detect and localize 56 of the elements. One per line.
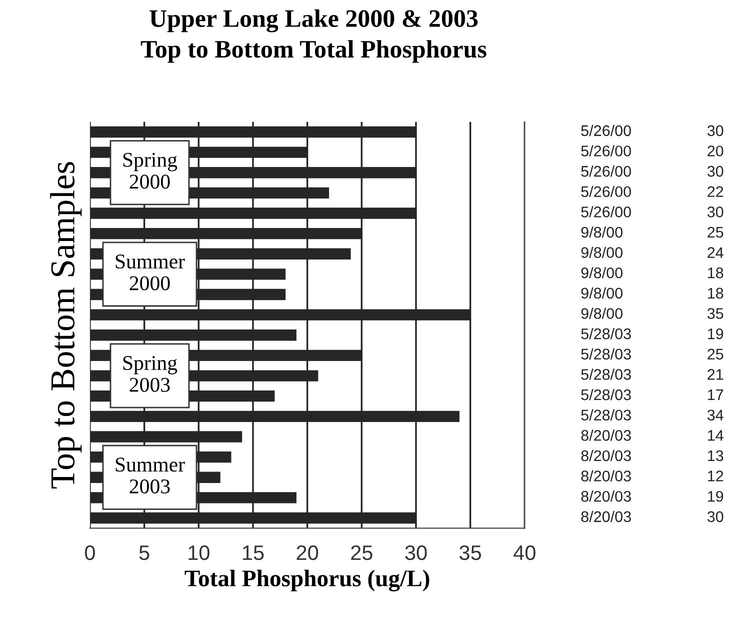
y-tick-label: 5/26/00: [581, 206, 631, 218]
x-tick-label: 5: [139, 546, 150, 560]
y-tick-label: 5/28/03: [581, 388, 631, 400]
data-label: 30: [707, 206, 724, 218]
data-label: 25: [708, 226, 724, 238]
annotation: Summer 2000: [116, 254, 185, 290]
y-tick-label: 8/20/03: [581, 470, 631, 482]
y-tick-label: 9/8/00: [581, 287, 622, 299]
y-tick-label: 5/28/03: [581, 409, 631, 421]
data-label: 30: [707, 125, 724, 136]
data-label: 21: [708, 369, 724, 380]
y-tick-label: 9/8/00: [581, 246, 622, 258]
y-tick-label: 5/26/00: [581, 124, 631, 136]
annotation: Summer 2003: [116, 458, 185, 494]
data-label: 19: [708, 328, 724, 340]
y-tick-label: 8/20/03: [581, 450, 631, 462]
x-tick-label: 30: [405, 545, 427, 560]
y-tick-label: 5/28/03: [581, 368, 631, 380]
x-tick-label: 10: [188, 545, 210, 560]
y-tick-label: 5/28/03: [581, 348, 631, 360]
data-label: 30: [707, 166, 724, 177]
y-tick-label: 5/28/03: [581, 328, 631, 340]
data-label: 14: [708, 430, 724, 441]
annotation: Spring 2000: [123, 152, 178, 189]
y-tick-label: 9/8/00: [581, 308, 622, 319]
y-tick-label: 5/26/00: [581, 186, 631, 198]
x-axis-title: Total Phosphorus (ug/L): [184, 570, 430, 592]
y-tick-label: 8/20/03: [581, 510, 631, 522]
data-label: 13: [708, 450, 724, 462]
data-label: 20: [708, 146, 724, 156]
x-tick-label: 15: [242, 546, 264, 560]
data-label: 34: [707, 410, 724, 421]
x-tick-label: 25: [351, 545, 372, 560]
data-label: 19: [708, 490, 724, 502]
x-tick-label: 40: [514, 545, 536, 560]
x-tick-label: 20: [296, 545, 318, 560]
data-label: 22: [708, 186, 724, 197]
y-tick-label: 8/20/03: [581, 490, 631, 502]
x-tick-label: 0: [84, 545, 95, 560]
data-label: 30: [707, 511, 724, 522]
data-label: 24: [708, 247, 724, 258]
y-axis-title: Top to Bottom Samples: [50, 162, 82, 489]
y-tick-label: 5/26/00: [581, 145, 631, 156]
y-tick-label: 9/8/00: [581, 267, 622, 278]
data-label: 17: [708, 390, 724, 400]
x-tick-label: 35: [460, 545, 482, 560]
data-label: 18: [708, 267, 724, 278]
y-tick-label: 9/8/00: [581, 226, 622, 238]
data-label: 25: [708, 348, 724, 360]
data-label: 35: [707, 308, 724, 319]
y-tick-label: 5/26/00: [581, 166, 631, 177]
data-label: 12: [708, 470, 724, 482]
y-tick-label: 8/20/03: [581, 430, 631, 441]
data-label: 18: [708, 288, 724, 299]
chart-title: Upper Long Lake 2000 & 2003 Top to Bottom Total Phosphorus: [140, 9, 486, 63]
annotation: Spring 2003: [123, 356, 178, 392]
